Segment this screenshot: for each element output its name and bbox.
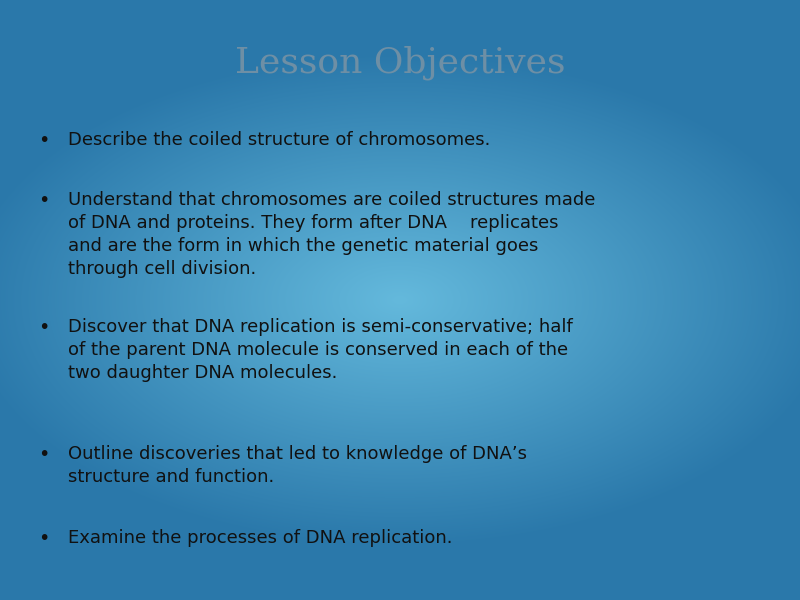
Text: •: •: [38, 529, 50, 548]
Text: •: •: [38, 131, 50, 150]
Text: •: •: [38, 318, 50, 337]
Text: Discover that DNA replication is semi-conservative; half
of the parent DNA molec: Discover that DNA replication is semi-co…: [68, 318, 573, 382]
Text: Outline discoveries that led to knowledge of DNA’s
structure and function.: Outline discoveries that led to knowledg…: [68, 445, 527, 486]
Text: •: •: [38, 191, 50, 210]
Text: •: •: [38, 445, 50, 464]
Text: Examine the processes of DNA replication.: Examine the processes of DNA replication…: [68, 529, 453, 547]
Text: Describe the coiled structure of chromosomes.: Describe the coiled structure of chromos…: [68, 131, 490, 149]
Text: Lesson Objectives: Lesson Objectives: [234, 46, 566, 80]
Text: Understand that chromosomes are coiled structures made
of DNA and proteins. They: Understand that chromosomes are coiled s…: [68, 191, 595, 277]
